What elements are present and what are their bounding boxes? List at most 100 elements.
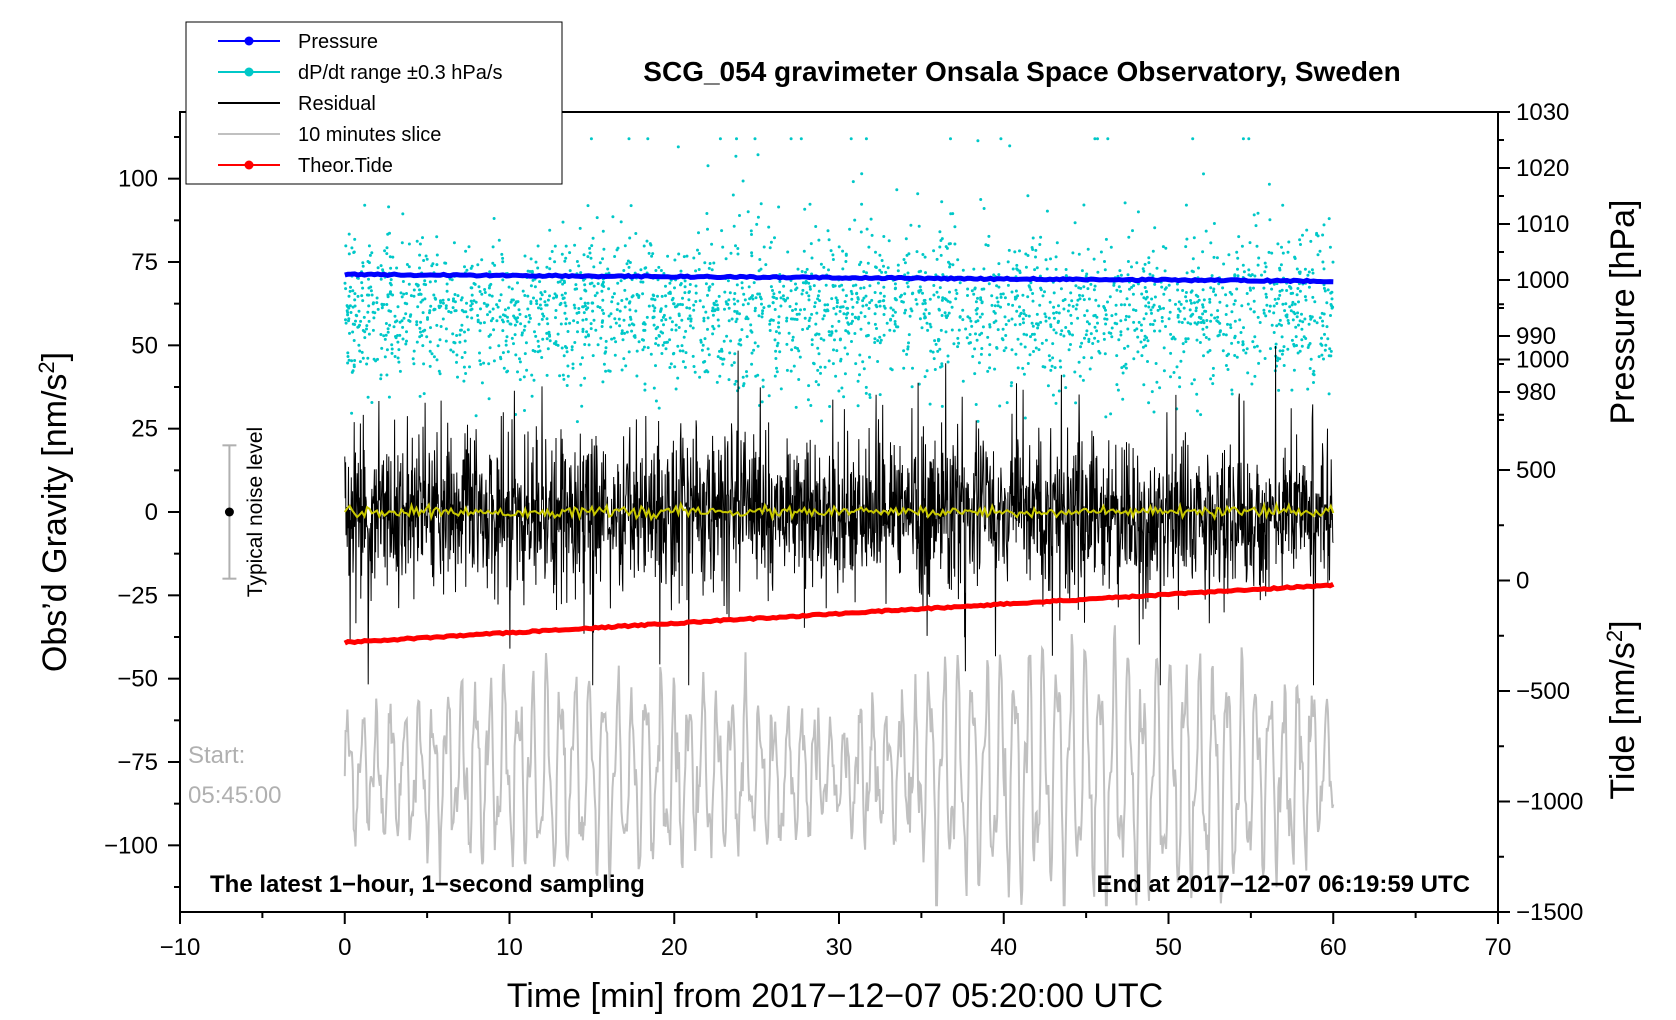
dpdt-point xyxy=(418,266,421,270)
dpdt-point xyxy=(1069,313,1073,317)
dpdt-point xyxy=(1318,316,1322,320)
dpdt-point xyxy=(1321,233,1325,237)
dpdt-point xyxy=(785,319,789,323)
dpdt-point xyxy=(1105,317,1109,321)
dpdt-point xyxy=(816,294,820,298)
dpdt-point xyxy=(361,356,365,360)
dpdt-point xyxy=(810,272,814,276)
dpdt-point xyxy=(754,296,758,300)
dpdt-point xyxy=(520,333,524,337)
dpdt-point xyxy=(973,372,977,376)
dpdt-point xyxy=(906,285,910,289)
dpdt-point xyxy=(450,278,454,282)
dpdt-point xyxy=(405,339,408,343)
dpdt-point xyxy=(588,251,592,255)
dpdt-point xyxy=(896,263,900,267)
dpdt-point xyxy=(426,317,429,321)
dpdt-point xyxy=(1026,194,1030,198)
dpdt-point xyxy=(458,333,462,337)
dpdt-point xyxy=(642,244,646,248)
dpdt-point xyxy=(923,255,927,259)
dpdt-point xyxy=(441,317,445,321)
dpdt-point xyxy=(537,306,540,310)
dpdt-point xyxy=(797,378,801,381)
dpdt-point xyxy=(1145,336,1149,340)
dpdt-point xyxy=(1044,315,1048,319)
dpdt-point xyxy=(1139,323,1143,327)
dpdt-point xyxy=(572,319,576,323)
dpdt-point xyxy=(894,298,898,301)
dpdt-point xyxy=(1296,351,1300,355)
dpdt-point xyxy=(707,353,711,357)
dpdt-point xyxy=(867,307,871,310)
dpdt-point xyxy=(501,351,505,355)
dpdt-point xyxy=(1189,290,1193,294)
dpdt-point xyxy=(849,289,853,293)
dpdt-point xyxy=(544,303,548,307)
dpdt-point xyxy=(1144,344,1148,348)
dpdt-point xyxy=(773,308,777,311)
x-tick-label: 30 xyxy=(826,934,853,961)
dpdt-point xyxy=(858,373,861,377)
dpdt-point xyxy=(973,287,977,291)
dpdt-point xyxy=(523,324,527,328)
dpdt-point xyxy=(1230,388,1234,392)
dpdt-point xyxy=(972,292,976,296)
dpdt-point xyxy=(1082,285,1086,289)
dpdt-point xyxy=(1286,250,1290,254)
dpdt-point xyxy=(1268,218,1272,222)
dpdt-point xyxy=(868,355,871,359)
dpdt-point xyxy=(405,292,408,295)
dpdt-point xyxy=(383,249,387,253)
dpdt-point xyxy=(1160,319,1164,323)
dpdt-point xyxy=(1195,392,1199,396)
dpdt-point xyxy=(1126,344,1130,348)
dpdt-point xyxy=(558,303,562,307)
dpdt-point xyxy=(571,362,575,366)
dpdt-point xyxy=(418,242,422,246)
dpdt-point xyxy=(624,364,628,368)
dpdt-point xyxy=(1013,323,1017,327)
dpdt-point xyxy=(660,294,664,298)
dpdt-point xyxy=(1126,327,1130,331)
dpdt-point xyxy=(619,279,623,283)
dpdt-point xyxy=(1147,301,1151,305)
dpdt-point xyxy=(360,281,364,285)
dpdt-point xyxy=(530,373,534,377)
dpdt-point xyxy=(660,318,664,322)
dpdt-point xyxy=(932,284,936,287)
dpdt-point xyxy=(827,238,831,242)
dpdt-point xyxy=(610,300,614,304)
dpdt-point xyxy=(997,285,1001,289)
end-time-note: End at 2017−12−07 06:19:59 UTC xyxy=(1096,871,1470,898)
dpdt-point xyxy=(1204,229,1208,233)
dpdt-point xyxy=(491,307,495,311)
dpdt-point xyxy=(1096,321,1099,325)
dpdt-point xyxy=(1247,268,1251,272)
dpdt-point xyxy=(704,282,708,286)
dpdt-point xyxy=(441,301,445,305)
dpdt-point xyxy=(1306,387,1310,391)
dpdt-point xyxy=(1252,286,1255,290)
dpdt-point xyxy=(523,294,527,297)
dpdt-point xyxy=(1270,251,1274,255)
y-tick-label: 25 xyxy=(131,416,158,443)
dpdt-point xyxy=(563,281,566,284)
dpdt-point xyxy=(546,347,550,351)
dpdt-point xyxy=(1073,370,1077,374)
dpdt-point xyxy=(421,344,425,348)
dpdt-point xyxy=(1068,332,1072,336)
plot-area xyxy=(343,137,1335,907)
dpdt-point xyxy=(348,289,352,293)
dpdt-point xyxy=(1328,347,1332,351)
dpdt-point xyxy=(1153,226,1157,230)
dpdt-point xyxy=(573,287,577,291)
dpdt-point xyxy=(878,299,882,303)
dpdt-point xyxy=(386,327,390,331)
dpdt-point xyxy=(437,369,441,373)
dpdt-point xyxy=(523,409,526,412)
dpdt-point xyxy=(730,317,734,321)
dpdt-point xyxy=(925,369,929,373)
dpdt-point xyxy=(1142,383,1146,387)
dpdt-point xyxy=(990,303,994,307)
